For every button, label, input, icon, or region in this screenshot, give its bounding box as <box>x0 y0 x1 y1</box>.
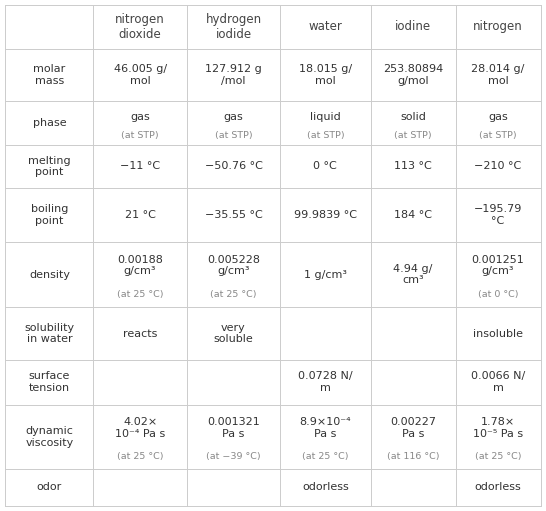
Text: dynamic
viscosity: dynamic viscosity <box>25 426 74 448</box>
Text: (at 25 °C): (at 25 °C) <box>117 290 163 299</box>
Text: 21 °C: 21 °C <box>124 210 156 220</box>
Text: 0.001251
g/cm³: 0.001251 g/cm³ <box>472 254 524 276</box>
Text: 253.80894
g/mol: 253.80894 g/mol <box>383 64 443 86</box>
Text: phase: phase <box>33 118 66 128</box>
Text: reacts: reacts <box>123 329 157 339</box>
Text: 4.94 g/
cm³: 4.94 g/ cm³ <box>393 264 432 285</box>
Text: 1.78×
10⁻⁵ Pa s: 1.78× 10⁻⁵ Pa s <box>473 417 523 438</box>
Text: 0.0066 N/
m: 0.0066 N/ m <box>471 371 525 393</box>
Text: (at 116 °C): (at 116 °C) <box>387 452 440 460</box>
Text: solubility
in water: solubility in water <box>25 323 74 344</box>
Text: 1 g/cm³: 1 g/cm³ <box>304 270 347 280</box>
Text: gas: gas <box>130 112 150 122</box>
Text: (at STP): (at STP) <box>306 131 344 141</box>
Text: 0.0728 N/
m: 0.0728 N/ m <box>298 371 353 393</box>
Text: 46.005 g/
mol: 46.005 g/ mol <box>114 64 167 86</box>
Text: 113 °C: 113 °C <box>394 161 432 171</box>
Text: (at STP): (at STP) <box>479 131 517 141</box>
Text: solid: solid <box>400 112 426 122</box>
Text: melting
point: melting point <box>28 155 71 177</box>
Text: very
soluble: very soluble <box>213 323 253 344</box>
Text: (at 0 °C): (at 0 °C) <box>478 290 518 299</box>
Text: molar
mass: molar mass <box>33 64 66 86</box>
Text: 0.005228
g/cm³: 0.005228 g/cm³ <box>207 254 260 276</box>
Text: insoluble: insoluble <box>473 329 523 339</box>
Text: −210 °C: −210 °C <box>474 161 521 171</box>
Text: odorless: odorless <box>474 482 521 493</box>
Text: boiling
point: boiling point <box>31 204 68 226</box>
Text: 0.00227
Pa s: 0.00227 Pa s <box>390 417 436 438</box>
Text: (at STP): (at STP) <box>215 131 252 141</box>
Text: (at 25 °C): (at 25 °C) <box>210 290 257 299</box>
Text: 4.02×
10⁻⁴ Pa s: 4.02× 10⁻⁴ Pa s <box>115 417 165 438</box>
Text: (at 25 °C): (at 25 °C) <box>302 452 348 460</box>
Text: −11 °C: −11 °C <box>120 161 160 171</box>
Text: surface
tension: surface tension <box>29 371 70 393</box>
Text: (at 25 °C): (at 25 °C) <box>475 452 521 460</box>
Text: 0 °C: 0 °C <box>313 161 337 171</box>
Text: (at STP): (at STP) <box>121 131 159 141</box>
Text: 0.00188
g/cm³: 0.00188 g/cm³ <box>117 254 163 276</box>
Text: gas: gas <box>488 112 508 122</box>
Text: water: water <box>308 20 342 33</box>
Text: 8.9×10⁻⁴
Pa s: 8.9×10⁻⁴ Pa s <box>300 417 351 438</box>
Text: iodine: iodine <box>395 20 431 33</box>
Text: odor: odor <box>37 482 62 493</box>
Text: −35.55 °C: −35.55 °C <box>205 210 262 220</box>
Text: 28.014 g/
mol: 28.014 g/ mol <box>471 64 525 86</box>
Text: (at STP): (at STP) <box>394 131 432 141</box>
Text: 0.001321
Pa s: 0.001321 Pa s <box>207 417 260 438</box>
Text: 127.912 g
/mol: 127.912 g /mol <box>205 64 262 86</box>
Text: nitrogen
dioxide: nitrogen dioxide <box>115 13 165 41</box>
Text: gas: gas <box>224 112 244 122</box>
Text: (at −39 °C): (at −39 °C) <box>206 452 261 460</box>
Text: hydrogen
iodide: hydrogen iodide <box>205 13 262 41</box>
Text: odorless: odorless <box>302 482 349 493</box>
Text: liquid: liquid <box>310 112 341 122</box>
Text: (at 25 °C): (at 25 °C) <box>117 452 163 460</box>
Text: 18.015 g/
mol: 18.015 g/ mol <box>299 64 352 86</box>
Text: 184 °C: 184 °C <box>394 210 432 220</box>
Text: density: density <box>29 270 70 280</box>
Text: −195.79
°C: −195.79 °C <box>474 204 522 226</box>
Text: nitrogen: nitrogen <box>473 20 523 33</box>
Text: 99.9839 °C: 99.9839 °C <box>294 210 357 220</box>
Text: −50.76 °C: −50.76 °C <box>205 161 263 171</box>
